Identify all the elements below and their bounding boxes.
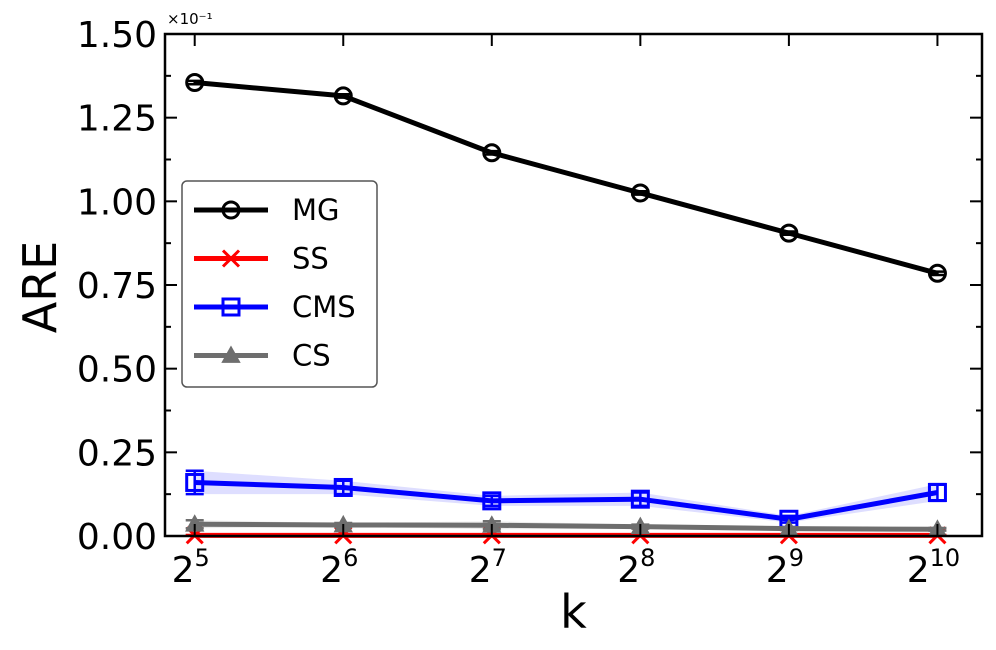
y-tick-label: 0.25 (77, 433, 157, 474)
data-point (221, 345, 241, 363)
x-tick-label: 25 (172, 544, 210, 591)
x-tick-label: 27 (469, 544, 507, 591)
data-point (221, 249, 241, 268)
x-tick-label: 29 (766, 544, 804, 591)
y-tick-label: 1.00 (77, 182, 157, 223)
legend: MG SS CMS CS (181, 180, 378, 388)
series-cms (185, 469, 947, 529)
legend-label: SS (292, 242, 329, 276)
series-line-cs (194, 521, 938, 532)
y-tick-label: 1.25 (77, 99, 157, 140)
y-tick-label: 0.00 (77, 517, 157, 558)
legend-label: MG (292, 193, 340, 227)
x-tick-label: 26 (320, 544, 358, 591)
data-point (927, 263, 947, 283)
series-line-mg (194, 80, 939, 276)
legend-item-ss: SS (194, 242, 329, 276)
y-offset-label: ×10⁻¹ (167, 10, 213, 28)
data-point (927, 482, 947, 502)
data-point (221, 200, 241, 220)
x-axis-title: k (560, 585, 587, 639)
data-point (333, 86, 353, 106)
data-point (185, 472, 205, 492)
legend-item-cs: CS (194, 339, 331, 373)
data-point (482, 491, 502, 511)
y-tick-label: 0.50 (77, 350, 157, 391)
data-point (779, 223, 799, 243)
y-tick-label: 0.75 (77, 266, 157, 307)
axis-ticks (165, 33, 982, 537)
series-line-cms (194, 479, 938, 522)
error-band-cms (194, 470, 938, 523)
series-mg (185, 73, 947, 283)
y-axis-title: ARE (13, 241, 67, 334)
legend-label: CS (292, 339, 331, 373)
series-cs (185, 514, 948, 537)
legend-box (181, 180, 378, 388)
tick-labels: 0.00 0.25 0.50 0.75 1.00 1.25 1.50 25 26 27 28 29 21… (77, 15, 960, 591)
x-tick-label: 28 (617, 544, 655, 591)
data-point (630, 183, 650, 203)
y-tick-label: 1.50 (77, 15, 157, 56)
data-point (630, 489, 650, 509)
data-point (482, 143, 502, 163)
x-tick-label: 210 (907, 544, 960, 591)
data-point (221, 297, 241, 317)
data-point (333, 477, 353, 497)
data-point (185, 73, 205, 93)
legend-label: CMS (292, 290, 356, 324)
legend-item-mg: MG (194, 193, 340, 227)
legend-item-cms: CMS (194, 290, 356, 324)
